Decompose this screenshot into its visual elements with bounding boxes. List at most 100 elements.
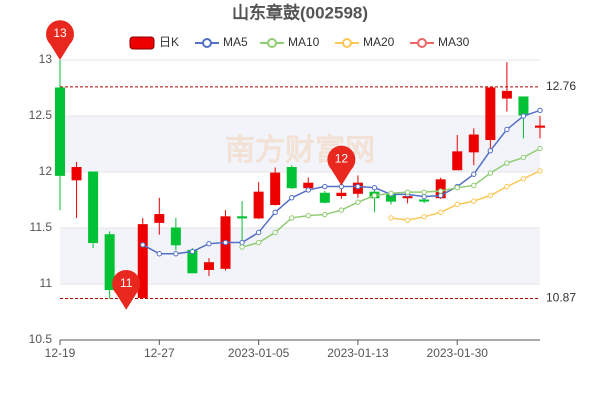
ma-point [404,217,411,223]
ma-point [305,187,311,193]
legend-label: MA10 [288,35,320,49]
ma-point [388,215,394,221]
candle-body [319,192,330,203]
legend-label: MA5 [223,35,248,49]
pin-label: 12 [335,152,349,166]
ma-point [437,188,444,194]
ma-point [471,171,477,177]
candle-body [419,199,430,202]
ma-point [239,239,245,246]
ma-point [272,209,278,216]
legend-label: 日K [159,35,179,49]
ma-point [156,251,163,257]
ma-point [487,148,494,154]
legend-label: MA20 [363,35,395,49]
ma-point [173,251,179,257]
pin-marker: 12 [327,145,356,186]
ma-point [454,201,460,208]
x-tick-label: 12-19 [45,346,76,360]
legend-item: MA20 [335,35,395,49]
ma-point [355,183,361,190]
ma-point [371,184,378,191]
ma-point [140,242,146,248]
ma-point [487,170,494,176]
ma-point [289,195,295,201]
ma-point [471,198,477,204]
candle-body [203,262,214,270]
pin-shape [45,20,75,60]
ma-point [504,183,510,190]
candle-body [535,125,545,128]
legend-icon [202,38,212,48]
legend-icon [267,38,277,48]
candle-body [104,234,115,291]
x-tick-label: 2023-01-13 [327,346,389,360]
ma-point [371,192,378,199]
y-tick-label: 13 [39,52,53,66]
ma-line [390,170,541,221]
legend-icon [417,38,427,48]
chart-title: 山东章鼓(002598) [232,2,368,22]
ma-point [255,229,262,236]
candle-body [286,167,297,189]
ma-point [272,229,278,236]
legend-icon [129,36,155,50]
candle-body [253,191,264,219]
ma-point [454,184,460,191]
candle-body [270,172,281,205]
ma-point [239,244,245,250]
ma-point [437,209,444,216]
candle-body [137,224,148,298]
candle-body [501,90,512,99]
candle-body [518,96,529,116]
ma-point [338,207,345,213]
ma-point [421,193,427,200]
candle-body [154,214,165,223]
ma-point [520,176,527,182]
pin-marker: 13 [45,20,75,60]
ma-point [404,189,411,195]
x-tick-label: 2023-01-30 [427,346,489,360]
legend-label: MA30 [438,35,470,49]
reference-label: 10.87 [546,291,576,305]
legend-item: MA5 [195,35,248,49]
x-tick-label: 2023-01-05 [228,346,290,360]
ma-point [520,154,527,161]
ma-point [421,189,427,195]
y-tick-label: 12 [39,164,53,178]
legend-item: MA10 [260,35,320,49]
ma-point [255,239,262,246]
y-tick-label: 11.5 [30,220,53,234]
ma-point [537,107,543,114]
y-tick-label: 12.5 [29,108,53,122]
candle-body [452,151,463,171]
legend-item: MA30 [410,35,470,49]
legend-icon [342,38,352,48]
candle-body [55,87,65,176]
candle-body [303,182,314,189]
candle-body [71,167,82,181]
ma-point [471,182,477,189]
candle-body [237,216,248,219]
legend-item: 日K [129,35,179,50]
ma-point [520,113,527,119]
ma-point [222,239,229,246]
ma-point [421,214,427,220]
ma-point [537,168,543,174]
ma-point [388,190,394,196]
ma-point [504,160,510,166]
ma-point [322,183,328,190]
ma-point [289,215,295,221]
pin-shape [327,145,356,186]
pin-marker: 11 [112,269,141,310]
y-tick-label: 11 [40,276,53,290]
reference-label: 12.76 [546,79,576,93]
candle-body [485,87,496,141]
ma-point [322,211,328,218]
candle-body [170,227,181,246]
ma-point [487,192,494,199]
y-tick-label: 10.5 [29,332,53,346]
ma-point [437,192,444,199]
ma-point [305,212,311,219]
